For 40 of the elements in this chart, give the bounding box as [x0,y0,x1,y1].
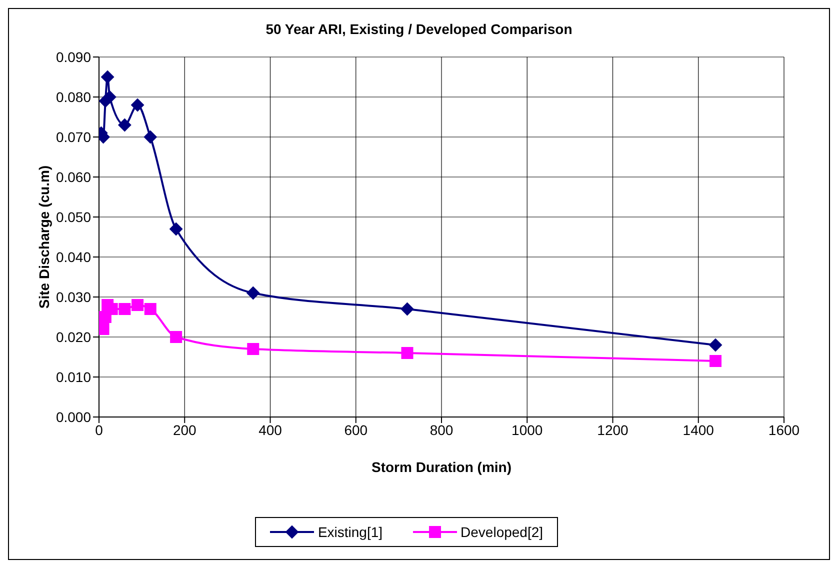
point [709,338,722,352]
point [170,331,182,343]
x-tick-label: 1200 [597,422,629,438]
point [132,299,144,311]
x-tick-label: 800 [430,422,454,438]
point [247,343,260,355]
point [103,90,116,104]
y-tick-label: 0.010 [56,368,92,385]
y-tick-label: 0.040 [56,248,92,265]
x-tick-label: 400 [258,422,282,438]
legend-label: Developed[2] [460,524,544,540]
x-axis-title: Storm Duration (min) [372,459,512,475]
point [401,347,414,359]
point [131,98,144,112]
y-axis-title: Site Discharge (cu.m) [36,165,52,309]
y-tick-label: 0.060 [56,168,92,185]
point [246,286,260,300]
legend-label: Existing[1] [316,524,383,540]
y-tick-label: 0.080 [56,88,92,105]
point [710,355,722,367]
point [118,118,132,132]
x-tick-label: 1400 [682,422,714,438]
y-tick-label: 0.000 [56,408,92,425]
y-tick-label: 0.090 [56,48,92,65]
point [400,302,414,316]
x-tick-label: 1600 [768,422,800,438]
chart-title: 50 Year ARI, Existing / Developed Comparison [264,20,574,37]
x-tick-label: 1000 [512,422,543,438]
point [144,303,156,315]
x-tick-label: 0 [95,422,104,438]
point [118,303,131,315]
point [144,130,157,144]
point [101,70,114,84]
point [170,222,183,236]
x-tick-label: 600 [344,422,368,438]
y-tick-label: 0.020 [56,328,92,345]
y-tick-label: 0.030 [56,288,92,305]
y-tick-label: 0.070 [56,128,92,145]
y-tick-label: 0.050 [56,208,92,225]
x-tick-label: 200 [172,422,197,438]
